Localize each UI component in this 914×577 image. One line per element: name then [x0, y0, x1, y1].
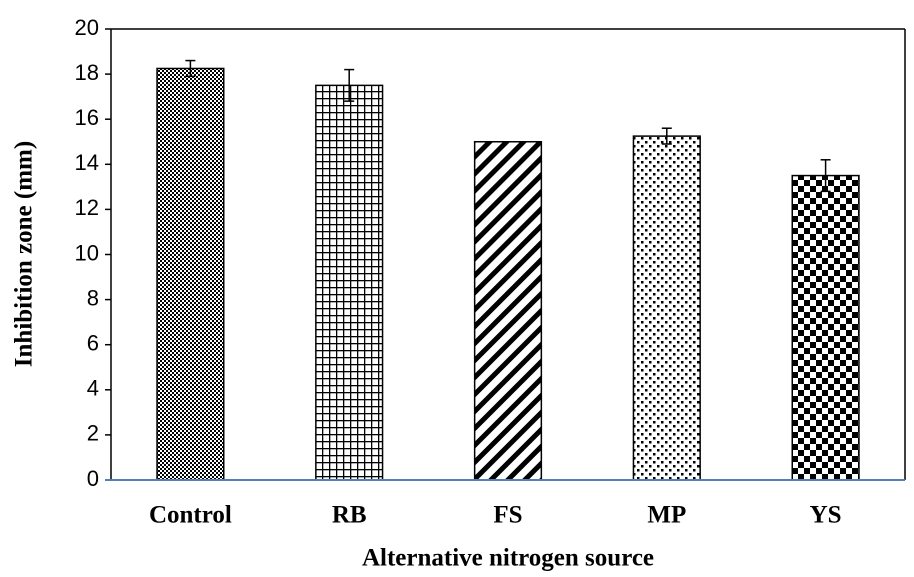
y-tick-label: 18: [75, 60, 99, 85]
x-tick-label: YS: [810, 502, 842, 529]
y-tick-label: 20: [75, 15, 99, 40]
y-tick-label: 2: [87, 421, 99, 446]
y-tick-label: 16: [75, 105, 99, 130]
bar: [157, 68, 224, 480]
y-tick-label: 14: [75, 150, 99, 175]
y-tick-label: 4: [87, 376, 99, 401]
x-tick-label: FS: [493, 502, 522, 529]
bar: [316, 85, 383, 480]
y-tick-label: 10: [75, 240, 99, 265]
x-tick-label: RB: [332, 502, 367, 529]
x-tick-label: Control: [149, 502, 232, 529]
bar: [475, 142, 542, 480]
x-tick-label: MP: [647, 502, 686, 529]
y-axis-title: Inhibition zone (mm): [11, 141, 38, 367]
y-tick-label: 8: [87, 285, 99, 310]
y-tick-label: 6: [87, 331, 99, 356]
chart: Alternative nitrogen source Inhibition z…: [0, 0, 914, 577]
y-tick-label: 12: [75, 195, 99, 220]
page: {"chart_data": {"type": "bar", "x_label"…: [0, 0, 914, 577]
x-axis-title: Alternative nitrogen source: [362, 545, 654, 572]
y-tick-label: 0: [87, 466, 99, 491]
bar: [792, 176, 859, 480]
bar: [633, 136, 700, 480]
